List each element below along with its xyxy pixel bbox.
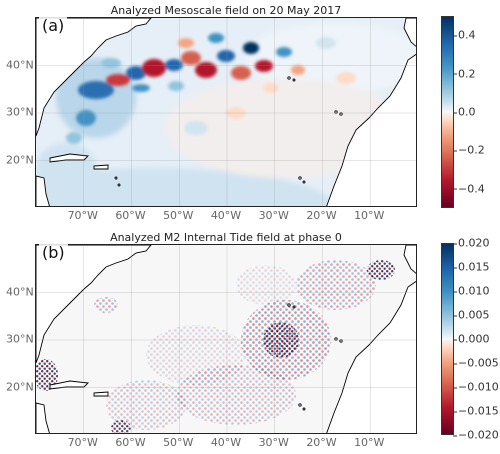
- lon-tick-label: 60°W: [115, 436, 146, 449]
- colorbar-tick-label: 0.0: [453, 105, 476, 119]
- panel-b-iberia: [403, 245, 416, 274]
- panel-a-africa: [326, 53, 416, 206]
- panel-b-label: (b): [39, 243, 68, 263]
- lat-tick-label: 30°N: [6, 332, 34, 346]
- panel-a-map: [35, 17, 417, 207]
- lon-tick-label: 20°W: [306, 436, 337, 449]
- lon-tick-label: 30°W: [258, 209, 289, 222]
- panel-a-azores: [287, 76, 291, 80]
- panel-a-gridlines: [36, 18, 416, 206]
- colorbar-tick-label: 0.020: [453, 236, 490, 250]
- lon-tick-label: 10°W: [354, 436, 385, 449]
- colorbar-tick-label: −0.015: [453, 404, 499, 418]
- panel-b-hispaniola: [93, 391, 109, 397]
- panel-a-central-america: [36, 175, 50, 206]
- colorbar-tick-label: −0.010: [453, 380, 499, 394]
- panel-a-lesser-antilles: [114, 176, 118, 180]
- lon-tick-label: 20°W: [306, 209, 337, 222]
- panel-a-label: (a): [39, 16, 68, 36]
- lat-tick-label: 40°N: [6, 285, 34, 298]
- panel-a: Analyzed Mesoscale field on 20 May 2017: [6, 4, 485, 222]
- panel-a-title: Analyzed Mesoscale field on 20 May 2017: [110, 4, 342, 17]
- panel-b-azores: [287, 303, 291, 307]
- panel-a-cape-verde: [298, 176, 302, 180]
- panel-a-field-broad: [36, 23, 416, 206]
- panel-a-land: [36, 18, 416, 206]
- lon-tick-label: 50°W: [163, 436, 194, 449]
- panel-a-hispaniola: [93, 164, 109, 170]
- lat-tick-label: 30°N: [6, 105, 34, 119]
- lon-tick-label: 50°W: [163, 209, 194, 222]
- panel-a-map-svg: [36, 18, 416, 206]
- lat-tick-label: 40°N: [6, 58, 34, 71]
- colorbar-tick-label: 0.2: [453, 67, 476, 81]
- colorbar-tick-label: 0.4: [453, 28, 476, 42]
- panel-b-land: [36, 245, 416, 433]
- colorbar-tick-label: 0.000: [453, 332, 490, 346]
- lon-tick-label: 40°W: [210, 209, 242, 222]
- panel-b-central-america: [36, 402, 50, 433]
- panel-b-africa: [326, 280, 416, 433]
- colorbar-tick-label: −0.2: [453, 143, 485, 157]
- lon-tick-label: 60°W: [115, 209, 146, 222]
- lon-tick-label: 70°W: [67, 436, 98, 449]
- panel-b-gridlines: [36, 245, 416, 433]
- lon-tick-label: 30°W: [258, 436, 289, 449]
- panel-a-north-america: [36, 18, 152, 137]
- colorbar-tick-label: −0.020: [453, 428, 499, 442]
- panel-a-field-eddies: [66, 33, 356, 144]
- panel-b: Analyzed M2 Internal Tide field at phase…: [0, 227, 500, 454]
- panel-b-map: [35, 244, 417, 434]
- panel-a-iberia: [403, 18, 416, 47]
- lon-tick-label: 40°W: [210, 436, 242, 449]
- lon-tick-label: 10°W: [354, 209, 385, 222]
- colorbar-tick-label: 0.015: [453, 260, 490, 274]
- panel-b-cape-verde: [298, 403, 302, 407]
- lon-tick-label: 70°W: [67, 209, 98, 222]
- panel-b-title: Analyzed M2 Internal Tide field at phase…: [110, 231, 342, 244]
- colorbar-tick-label: −0.4: [453, 182, 485, 196]
- colorbar-tick-label: 0.005: [453, 308, 490, 322]
- lat-tick-label: 20°N: [6, 380, 34, 393]
- panel-b-north-america: [36, 245, 152, 364]
- colorbar-tick-label: −0.005: [453, 356, 499, 370]
- lat-tick-label: 20°N: [6, 153, 34, 166]
- panel-b-map-svg: [36, 245, 416, 433]
- colorbar-tick-label: 0.010: [453, 284, 490, 298]
